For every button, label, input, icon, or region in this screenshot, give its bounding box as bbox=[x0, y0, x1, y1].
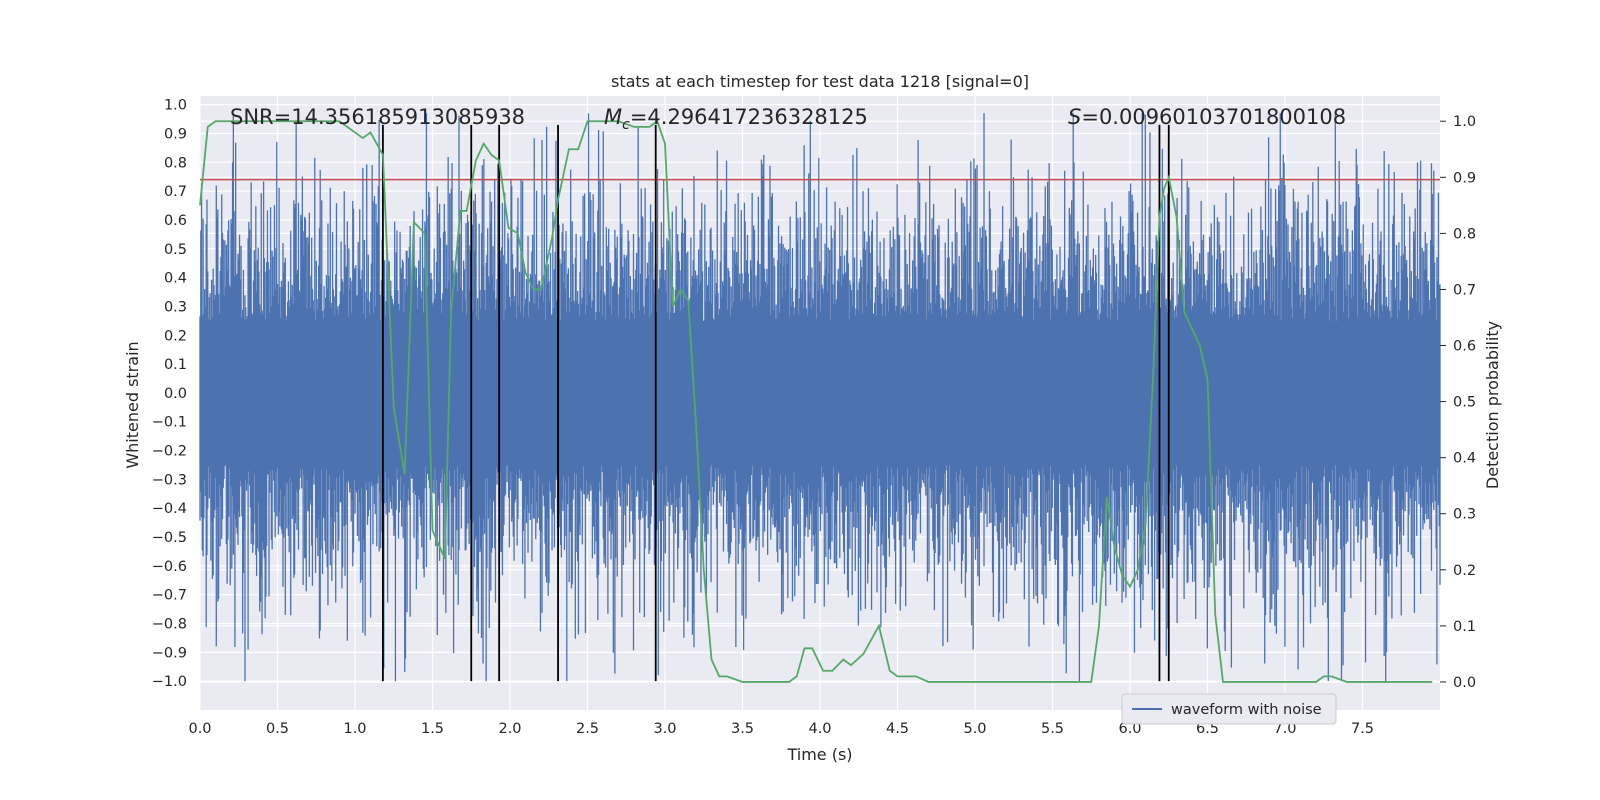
y-tick-label-9: 0.1 bbox=[164, 357, 187, 373]
x-tick-label-12: 6.0 bbox=[1118, 721, 1141, 737]
y2-axis-label: Detection probability bbox=[1483, 321, 1502, 489]
y-tick-label-4: 0.6 bbox=[164, 213, 187, 229]
s-symbol: S bbox=[1068, 105, 1081, 129]
x-tick-label-3: 1.5 bbox=[421, 721, 444, 737]
x-tick-label-15: 7.5 bbox=[1351, 721, 1374, 737]
waveform-series bbox=[199, 113, 1441, 682]
y2-tick-label-4: 0.6 bbox=[1453, 339, 1476, 355]
waveform-trace bbox=[199, 113, 1441, 682]
y-tick-label-20: −1.0 bbox=[152, 674, 187, 690]
x-tick-label-1: 0.5 bbox=[266, 721, 289, 737]
x-tick-labels: 0.0 0.5 1.0 1.5 2.0 2.5 3.0 3.5 4.0 4.5 5.0 5.5 6.0 6… bbox=[188, 721, 1374, 737]
y2-tick-labels: 1.0 0.9 0.8 0.7 0.6 0.5 0.4 0.3 0.2 0.1 0.0 bbox=[1440, 114, 1476, 691]
x-tick-label-8: 4.0 bbox=[808, 721, 831, 737]
y2-tick-label-3: 0.7 bbox=[1453, 282, 1476, 298]
event-vertical-lines bbox=[381, 124, 1170, 682]
y2-tick-label-1: 0.9 bbox=[1453, 170, 1476, 186]
x-tick-label-14: 7.0 bbox=[1273, 721, 1296, 737]
x-tick-label-7: 3.5 bbox=[731, 721, 754, 737]
y-tick-label-13: −0.3 bbox=[152, 472, 187, 488]
y-tick-label-12: −0.2 bbox=[152, 444, 187, 460]
y-tick-label-19: −0.9 bbox=[152, 645, 187, 661]
s-value: =0.00960103701800108 bbox=[1081, 105, 1346, 129]
y-tick-label-16: −0.6 bbox=[152, 559, 187, 575]
y-tick-label-5: 0.5 bbox=[164, 242, 187, 258]
x-tick-label-4: 2.0 bbox=[498, 721, 521, 737]
y-tick-label-7: 0.3 bbox=[164, 299, 187, 315]
y2-tick-label-8: 0.2 bbox=[1453, 563, 1476, 579]
x-tick-label-9: 4.5 bbox=[886, 721, 909, 737]
x-tick-label-0: 0.0 bbox=[188, 721, 211, 737]
x-tick-label-6: 3.0 bbox=[653, 721, 676, 737]
y-tick-label-2: 0.8 bbox=[164, 155, 187, 171]
x-tick-label-13: 6.5 bbox=[1196, 721, 1219, 737]
x-axis-label: Time (s) bbox=[786, 745, 852, 764]
chirp-mass-value: =4.296417236328125 bbox=[630, 105, 868, 129]
x-tick-label-2: 1.0 bbox=[343, 721, 366, 737]
y-tick-label-18: −0.8 bbox=[152, 617, 187, 633]
y2-tick-label-6: 0.4 bbox=[1453, 451, 1476, 467]
y-tick-label-3: 0.7 bbox=[164, 184, 187, 200]
chirp-mass-annotation: Mc=4.296417236328125 bbox=[604, 105, 868, 133]
y-tick-label-1: 0.9 bbox=[164, 126, 187, 142]
chirp-mass-subscript: c bbox=[622, 117, 630, 133]
y-tick-label-11: −0.1 bbox=[152, 415, 187, 431]
x-tick-label-5: 2.5 bbox=[576, 721, 599, 737]
y-tick-labels: 1.0 0.9 0.8 0.7 0.6 0.5 0.4 0.3 0.2 0.1 0.0 −0.1 −0.… bbox=[152, 98, 187, 691]
x-tick-label-11: 5.5 bbox=[1041, 721, 1064, 737]
snr-annotation: SNR=14.356185913085938 bbox=[230, 105, 525, 129]
chirp-mass-symbol: M bbox=[604, 105, 622, 129]
x-tick-label-10: 5.0 bbox=[963, 721, 986, 737]
y-tick-label-6: 0.4 bbox=[164, 271, 187, 287]
y2-tick-label-10: 0.0 bbox=[1453, 675, 1476, 691]
y2-tick-label-2: 0.8 bbox=[1453, 226, 1476, 242]
y-tick-label-0: 1.0 bbox=[164, 98, 187, 114]
y2-tick-label-5: 0.5 bbox=[1453, 395, 1476, 411]
y-tick-label-14: −0.4 bbox=[152, 501, 187, 517]
detection-probability-line bbox=[199, 119, 1433, 683]
legend-label-waveform: waveform with noise bbox=[1171, 702, 1322, 718]
y2-tick-label-9: 0.1 bbox=[1453, 619, 1476, 635]
chart-title: stats at each timestep for test data 121… bbox=[611, 72, 1029, 91]
y-tick-label-15: −0.5 bbox=[152, 530, 187, 546]
s-annotation: S=0.00960103701800108 bbox=[1068, 105, 1346, 129]
y-tick-label-10: 0.0 bbox=[164, 386, 187, 402]
legend: waveform with noise bbox=[1121, 693, 1337, 725]
legend-box bbox=[1121, 693, 1337, 725]
y2-tick-label-7: 0.3 bbox=[1453, 507, 1476, 523]
y-axis-label: Whitened strain bbox=[123, 341, 142, 468]
y-tick-label-17: −0.7 bbox=[152, 588, 187, 604]
y-tick-label-8: 0.2 bbox=[164, 328, 187, 344]
y2-tick-label-0: 1.0 bbox=[1453, 114, 1476, 130]
